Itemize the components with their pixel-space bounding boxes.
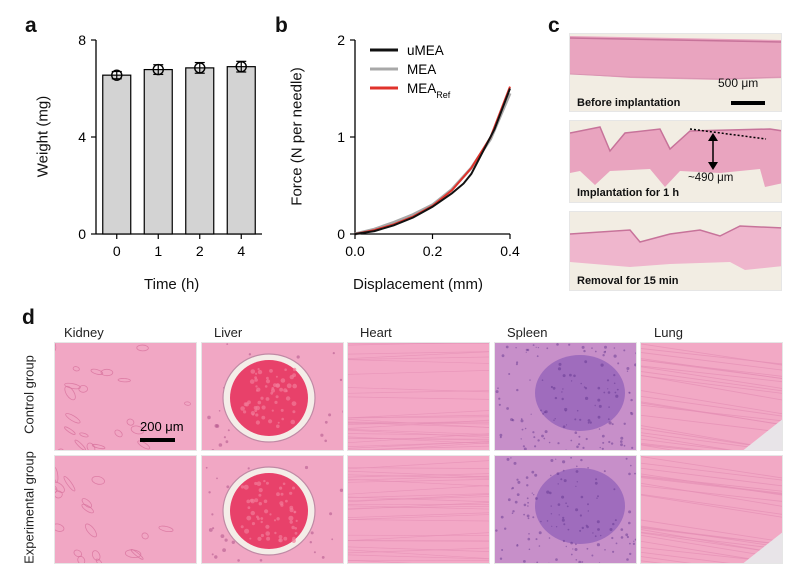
depth-label: ~490 μm [688, 172, 733, 184]
skin-before-implantation-image: 500 μm Before implantation [569, 33, 782, 112]
force-x-tick-label: 0.2 [423, 243, 443, 259]
histology-scale-bar-label: 200 μm [140, 419, 184, 434]
force-series-line [355, 93, 510, 234]
panel-letter-c: c [548, 14, 560, 38]
weight-y-tick-label: 4 [78, 129, 86, 145]
tissue-label-heart: Heart [360, 325, 392, 340]
weight-bar [227, 67, 255, 234]
panel-letter-d: d [22, 306, 35, 330]
removal-caption: Removal for 15 min [577, 275, 678, 287]
lung-control-image [640, 342, 783, 451]
histology-scale-bar [140, 438, 175, 442]
weight-chart-bars [103, 61, 256, 234]
lung-experimental-image [640, 455, 783, 564]
force-y-tick-label: 2 [337, 32, 345, 48]
weight-y-tick-label: 0 [78, 226, 86, 242]
weight-bar [144, 70, 172, 234]
legend-label: MEARef [407, 81, 451, 100]
liver-control-image [201, 342, 344, 451]
force-line-chart: 0 1 2 0.0 0.2 0.4 uMEA MEA MEARef [270, 0, 545, 300]
weight-y-tick-label: 8 [78, 32, 86, 48]
weight-x-tick-label: 2 [196, 243, 204, 259]
force-x-tick-label: 0.4 [500, 243, 520, 259]
force-x-tick-label: 0.0 [345, 243, 365, 259]
weight-x-tick-label: 1 [154, 243, 162, 259]
experimental-group-label: Experimental group [22, 438, 37, 578]
kidney-control-image: 200 μm [54, 342, 197, 451]
liver-experimental-image [201, 455, 344, 564]
tissue-label-spleen: Spleen [507, 325, 547, 340]
legend-label-subscript: Ref [436, 90, 451, 100]
skin-scale-bar [731, 101, 765, 105]
force-series-line [355, 87, 510, 234]
force-y-tick-label: 1 [337, 129, 345, 145]
heart-experimental-image [347, 455, 490, 564]
force-series-line [355, 89, 510, 235]
weight-bar [103, 75, 131, 234]
implantation-caption: Implantation for 1 h [577, 187, 679, 199]
weight-bar [186, 68, 214, 234]
tissue-label-kidney: Kidney [64, 325, 104, 340]
legend-label: MEA [407, 62, 436, 77]
spleen-control-image [494, 342, 637, 451]
time-x-axis-label: Time (h) [144, 276, 199, 293]
force-chart-lines [355, 87, 510, 234]
skin-removal-image: Removal for 15 min [569, 211, 782, 291]
force-y-axis-label: Force (N per needle) [289, 62, 306, 212]
tissue-label-lung: Lung [654, 325, 683, 340]
legend-label: uMEA [407, 43, 444, 58]
kidney-experimental-image [54, 455, 197, 564]
weight-x-tick-label: 0 [113, 243, 121, 259]
weight-x-tick-label: 4 [237, 243, 245, 259]
skin-implanted-image: ~490 μm Implantation for 1 h [569, 120, 782, 203]
force-chart-legend: uMEA MEA MEARef [370, 43, 451, 100]
weight-y-axis-label: Weight (mg) [35, 82, 52, 192]
skin-scale-bar-label: 500 μm [718, 76, 758, 90]
force-y-tick-label: 0 [337, 226, 345, 242]
control-group-label: Control group [22, 340, 37, 450]
displacement-x-axis-label: Displacement (mm) [353, 276, 483, 293]
before-implantation-caption: Before implantation [577, 97, 680, 109]
heart-control-image [347, 342, 490, 451]
spleen-experimental-image [494, 455, 637, 564]
tissue-label-liver: Liver [214, 325, 242, 340]
